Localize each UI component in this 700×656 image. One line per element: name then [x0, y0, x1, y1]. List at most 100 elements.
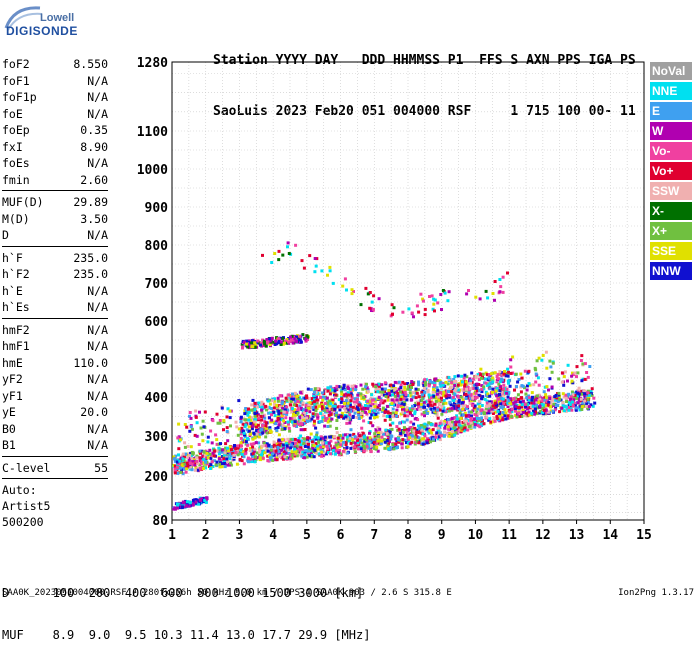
echo-point — [293, 447, 297, 451]
echo-point — [585, 402, 589, 406]
echo-point — [478, 297, 482, 301]
echo-point — [420, 426, 424, 430]
echo-point — [191, 462, 195, 466]
echo-point — [180, 505, 184, 509]
echo-point — [433, 298, 437, 302]
echo-point — [369, 406, 373, 410]
echo-point — [268, 343, 272, 346]
echo-point — [299, 434, 303, 438]
echo-point — [247, 341, 251, 344]
echo-point — [413, 410, 417, 414]
echo-point — [478, 425, 482, 429]
echo-point — [548, 395, 552, 399]
echo-point — [433, 411, 437, 415]
echo-point — [246, 413, 250, 417]
echo-point — [580, 389, 584, 393]
echo-point — [503, 414, 507, 418]
echo-point — [327, 441, 331, 445]
echo-point — [175, 460, 179, 464]
param-value: N/A — [87, 90, 108, 104]
echo-point — [393, 390, 397, 394]
echo-point — [464, 393, 468, 396]
echo-point — [506, 405, 510, 409]
echo-point — [260, 408, 264, 412]
echo-point — [350, 288, 354, 292]
echo-point — [199, 426, 203, 430]
echo-point — [177, 453, 180, 457]
echo-point — [284, 416, 288, 420]
echo-point — [461, 398, 465, 401]
echo-point — [347, 439, 351, 443]
echo-point — [222, 459, 226, 463]
echo-point — [343, 450, 347, 454]
echo-point — [277, 249, 281, 253]
echo-point — [206, 456, 210, 460]
echo-point — [493, 399, 497, 403]
echo-point — [187, 504, 191, 508]
echo-point — [516, 380, 520, 384]
echo-point — [437, 403, 441, 407]
echo-point — [281, 253, 285, 257]
echo-point — [410, 380, 414, 384]
echo-point — [389, 383, 393, 387]
echo-point — [521, 411, 525, 414]
echo-point — [390, 398, 394, 402]
distance-scale-row: D 100 200 400 600 800 1000 1500 3000 [km… — [2, 586, 364, 600]
echo-point — [255, 451, 259, 455]
echo-point — [239, 441, 243, 445]
echo-point — [486, 392, 490, 396]
echo-point — [263, 451, 267, 455]
echo-point — [244, 409, 248, 413]
echo-point — [377, 404, 381, 407]
y-tick-label: 1100 — [137, 125, 168, 140]
echo-point — [409, 394, 413, 398]
echo-point — [518, 404, 522, 408]
echo-point — [583, 399, 587, 403]
echo-point — [470, 380, 474, 384]
echo-point — [591, 404, 595, 408]
echo-point — [318, 444, 322, 448]
echo-point — [194, 409, 198, 413]
echo-point — [460, 374, 464, 378]
echo-point — [542, 398, 546, 402]
echo-point — [504, 411, 508, 415]
echo-point — [373, 432, 377, 436]
echo-point — [349, 409, 353, 413]
echo-point — [454, 423, 458, 427]
echo-point — [318, 420, 322, 424]
echo-point — [424, 387, 428, 391]
echo-point — [304, 403, 308, 407]
echo-point — [396, 405, 400, 409]
echo-point — [435, 379, 439, 382]
echo-point — [403, 390, 407, 394]
echo-point — [459, 395, 463, 399]
echo-point — [333, 407, 337, 411]
echo-point — [254, 343, 258, 347]
echo-point — [564, 396, 568, 400]
param-label: B0 — [2, 421, 16, 436]
echo-point — [570, 374, 574, 378]
echo-point — [491, 412, 495, 415]
echo-point — [356, 438, 360, 442]
echo-point — [185, 461, 189, 465]
echo-point — [443, 426, 447, 430]
echo-point — [177, 422, 181, 426]
echo-point — [541, 410, 545, 414]
echo-point — [225, 426, 229, 430]
echo-point — [469, 379, 473, 383]
echo-point — [479, 408, 483, 412]
echo-point — [489, 420, 493, 424]
echo-point — [184, 465, 188, 469]
echo-point — [358, 438, 362, 442]
echo-point — [198, 463, 202, 467]
echo-point — [361, 387, 365, 391]
echo-point — [256, 339, 260, 343]
echo-point — [388, 415, 392, 418]
echo-point — [432, 406, 436, 410]
echo-point — [359, 415, 363, 419]
echo-point — [234, 451, 238, 454]
echo-point — [453, 416, 457, 420]
echo-point — [446, 408, 450, 412]
echo-point — [268, 426, 272, 430]
echo-point — [222, 419, 226, 422]
